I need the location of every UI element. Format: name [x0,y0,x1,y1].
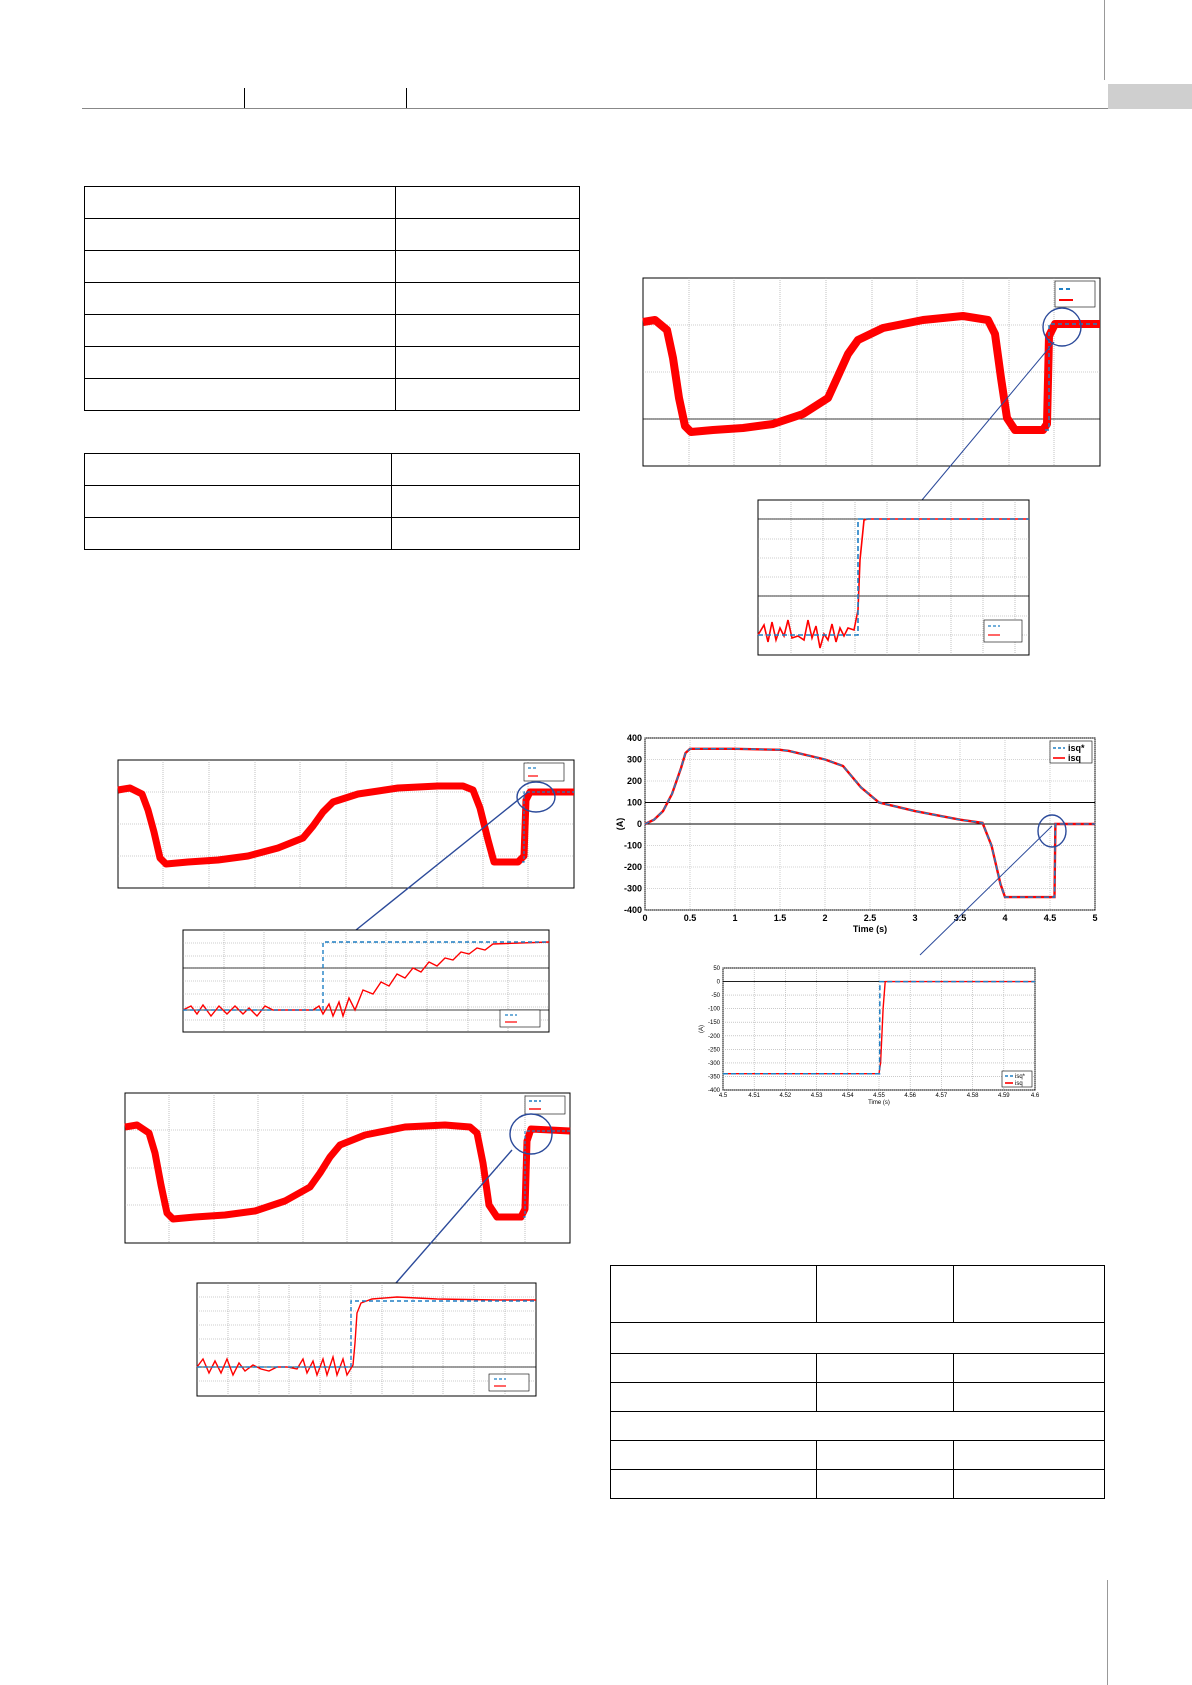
x-tick-label: 1.5 [774,913,787,923]
zoom-circle [1042,307,1082,347]
right-fig1-main-plot [642,277,1101,467]
x-tick-label: 4.54 [842,1093,854,1099]
y-tick-label: -150 [708,1020,721,1026]
legend-box [524,1095,566,1115]
y-tick-label: -100 [624,841,642,851]
x-tick-label: 4.57 [936,1093,948,1099]
comparison-table [610,1265,1105,1499]
y-axis-label: (A) [699,1025,705,1033]
reference-trace [183,941,549,1011]
legend-box [488,1373,530,1392]
gridlines [644,737,1096,911]
y-tick-label: -300 [624,884,642,894]
y-tick-label: 50 [713,966,720,972]
x-tick-label: 4.56 [904,1093,916,1099]
y-axis-label: (A) [615,818,625,831]
x-tick-label: 0 [642,913,647,923]
isq-zoom-chart: 4.5 4.51 4.52 4.53 4.54 4.55 4.56 4.57 4.58 4.59 4… [699,966,1040,1106]
x-tick-label: 4.6 [1031,1093,1040,1099]
parameter-table-1 [84,186,580,411]
x-tick-label: 2 [822,913,827,923]
legend-box [499,1009,541,1028]
y-tick-label: -200 [708,1034,721,1040]
parameter-table-2 [84,453,580,550]
measured-trace [117,782,574,868]
footer-rule [1107,1580,1108,1685]
header-divider-2 [406,88,407,108]
y-tick-label: -300 [708,1061,721,1067]
header-tab [1108,84,1192,109]
y-tick-label: -350 [708,1074,721,1080]
legend-label: isq* [1068,743,1085,753]
y-tick-label: 0 [717,980,721,986]
measured-trace [757,518,1029,649]
x-tick-label: 4.5 [719,1093,728,1099]
series-line-isq-ref [644,748,1095,898]
y-tick-label: -200 [624,862,642,872]
legend-label: isq* [1015,1074,1026,1080]
y-tick-label: 0 [637,819,642,829]
right-fig1-zoom-plot [757,499,1030,656]
zoom-circle [1037,814,1067,848]
x-tick-label: 4.53 [811,1093,823,1099]
header-edge-rule [1104,0,1105,80]
x-tick-label: 2.5 [864,913,877,923]
x-tick-label: 3.5 [954,913,967,923]
zoom-circle [516,781,556,813]
zoom-circle [509,1113,553,1155]
x-axis-label: Time (s) [853,924,887,934]
y-tick-label: -250 [708,1047,721,1053]
x-tick-label: 0.5 [684,913,697,923]
reference-trace [1045,323,1100,431]
left-fig1-main-plot [117,759,575,889]
reference-trace [758,518,1029,636]
legend-box [983,619,1023,643]
measured-trace [182,941,550,1019]
y-tick-label: 400 [627,733,642,743]
x-tick-label: 4.58 [967,1093,979,1099]
legend-box [523,762,565,782]
x-tick-label: 3 [912,913,917,923]
x-tick-label: 1 [732,913,737,923]
y-tick-label: -400 [624,905,642,915]
x-tick-label: 4.55 [873,1093,885,1099]
legend: isq*isq [1001,1070,1033,1088]
isq-current-chart: 0 0.5 1 1.5 2 2.5 3 3.5 4 4.5 5 400 300 200 100 0 -100 -2… [615,733,1098,934]
legend-box [1054,280,1096,308]
y-tick-label: -100 [708,1007,721,1013]
y-tick-label: 100 [627,798,642,808]
x-tick-label: 5 [1092,913,1097,923]
x-tick-label: 4.51 [748,1093,760,1099]
series-line-isq-ref [723,980,1035,1075]
legend-label: isq [1015,1081,1023,1087]
header-rule [82,108,1108,109]
left-fig2-zoom-plot [196,1282,537,1397]
x-tick-label: 4.59 [998,1093,1010,1099]
reference-trace [522,791,574,863]
legend: isq*isq [1049,740,1093,764]
y-tick-label: -50 [711,993,720,999]
x-tick-label: 4.5 [1044,913,1057,923]
reference-trace [197,1300,536,1368]
measured-trace [642,312,1100,436]
left-fig1-zoom-plot [182,929,550,1033]
y-tick-label: 200 [627,776,642,786]
legend-label: isq [1068,753,1081,763]
measured-trace [124,1121,571,1223]
header-divider-1 [244,88,245,108]
reference-trace [523,1130,570,1218]
x-tick-label: 4.52 [780,1093,792,1099]
gridlines [722,967,1036,1091]
y-tick-label: -400 [708,1088,721,1094]
x-tick-label: 4 [1002,913,1007,923]
y-tick-label: 300 [627,755,642,765]
x-axis-label: Time (s) [868,1100,890,1106]
